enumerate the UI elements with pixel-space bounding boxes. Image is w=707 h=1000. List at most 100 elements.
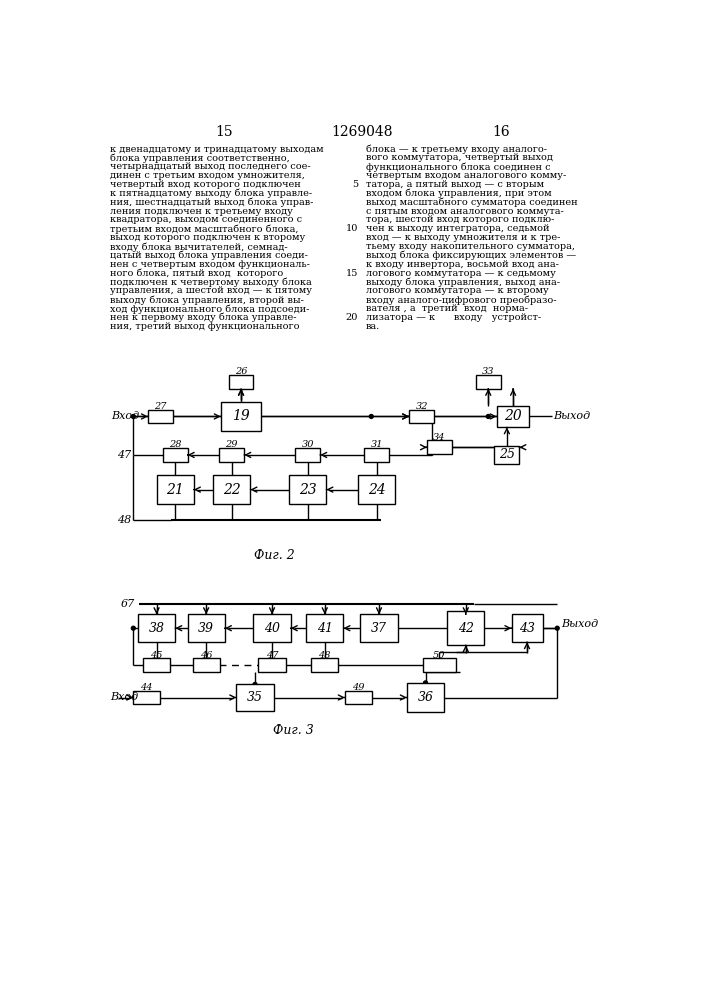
Text: нен с четвертым входом функциональ-: нен с четвертым входом функциональ- (110, 260, 310, 269)
Text: 67: 67 (121, 599, 135, 609)
Bar (219, 448, 244, 462)
Text: 37: 37 (371, 622, 387, 635)
Bar (476, 375, 501, 389)
Bar (344, 691, 372, 704)
Text: 38: 38 (148, 622, 165, 635)
Text: ния, третий выход функционального: ния, третий выход функционального (110, 322, 300, 331)
Bar (187, 614, 225, 642)
Text: входу блока вычитателей, семнад-: входу блока вычитателей, семнад- (110, 242, 288, 252)
Text: Выход: Выход (554, 411, 590, 421)
Text: 23: 23 (299, 483, 317, 497)
Bar (228, 375, 253, 389)
Circle shape (375, 453, 379, 457)
Text: 50: 50 (433, 651, 445, 660)
Text: ход функционального блока подсоеди-: ход функционального блока подсоеди- (110, 304, 310, 314)
Circle shape (230, 453, 234, 457)
Text: входу аналого-цифрового преобразо-: входу аналого-цифрового преобразо- (366, 295, 556, 305)
Bar (138, 614, 175, 642)
Text: выход которого подключен к второму: выход которого подключен к второму (110, 233, 305, 242)
Bar (236, 684, 274, 711)
Text: 19: 19 (232, 409, 250, 423)
Text: вого коммутатора, четвертый выход: вого коммутатора, четвертый выход (366, 153, 553, 162)
Text: 42: 42 (458, 622, 474, 635)
Bar (221, 402, 261, 431)
Text: логового коммутатора — к второму: логового коммутатора — к второму (366, 286, 549, 295)
Text: входом блока управления, при этом: входом блока управления, при этом (366, 189, 551, 198)
Text: Выход: Выход (561, 619, 598, 629)
Circle shape (369, 415, 373, 418)
Bar (512, 614, 542, 642)
Text: 29: 29 (226, 440, 238, 449)
Bar (289, 475, 327, 504)
Text: 48: 48 (117, 515, 132, 525)
Bar (361, 614, 397, 642)
Bar (364, 448, 389, 462)
Text: логового коммутатора — к седьмому: логового коммутатора — к седьмому (366, 269, 556, 278)
Bar (156, 475, 194, 504)
Bar (358, 475, 395, 504)
Circle shape (253, 682, 257, 686)
Text: с пятым входом аналогового коммута-: с пятым входом аналогового коммута- (366, 207, 563, 216)
Text: 24: 24 (368, 483, 385, 497)
Circle shape (132, 415, 135, 418)
Bar (448, 611, 484, 645)
Bar (494, 446, 519, 464)
Bar (296, 448, 320, 462)
Text: выход масштабного сумматора соединен: выход масштабного сумматора соединен (366, 198, 578, 207)
Circle shape (430, 415, 433, 418)
Bar (259, 658, 286, 672)
Text: к двенадцатому и тринадцатому выходам: к двенадцатому и тринадцатому выходам (110, 145, 324, 154)
Text: ния, шестнадцатый выход блока управ-: ния, шестнадцатый выход блока управ- (110, 198, 313, 207)
Circle shape (423, 681, 428, 685)
Circle shape (438, 663, 441, 667)
Bar (192, 658, 220, 672)
Text: управления, а шестой вход — к пятому: управления, а шестой вход — к пятому (110, 286, 312, 295)
Text: 45: 45 (151, 651, 163, 660)
Text: 44: 44 (140, 683, 153, 692)
Text: 16: 16 (493, 125, 510, 139)
Text: цатый выход блока управления соеди-: цатый выход блока управления соеди- (110, 251, 308, 260)
Text: 34: 34 (433, 433, 445, 442)
Text: 10: 10 (346, 224, 358, 233)
Text: к пятнадцатому выходу блока управле-: к пятнадцатому выходу блока управле- (110, 189, 312, 198)
Text: 25: 25 (499, 448, 515, 461)
Text: выходу блока управления, второй вы-: выходу блока управления, второй вы- (110, 295, 304, 305)
Text: тора, шестой вход которого подклю-: тора, шестой вход которого подклю- (366, 215, 554, 224)
Circle shape (486, 415, 490, 418)
Bar (497, 406, 530, 427)
Text: к входу инвертора, восьмой вход ана-: к входу инвертора, восьмой вход ана- (366, 260, 559, 269)
Text: четвертый вход которого подключен: четвертый вход которого подключен (110, 180, 300, 189)
Text: Фиг. 2: Фиг. 2 (254, 549, 295, 562)
Text: 39: 39 (198, 622, 214, 635)
Bar (143, 658, 170, 672)
Text: 20: 20 (504, 409, 522, 423)
Text: 40: 40 (264, 622, 280, 635)
Text: 43: 43 (519, 622, 535, 635)
Text: 47: 47 (266, 651, 279, 660)
Bar (311, 658, 339, 672)
Bar (423, 658, 456, 672)
Text: 20: 20 (346, 313, 358, 322)
Text: тьему входу накопительного сумматора,: тьему входу накопительного сумматора, (366, 242, 575, 251)
Circle shape (555, 626, 559, 630)
Text: 31: 31 (370, 440, 383, 449)
Circle shape (173, 453, 177, 457)
Circle shape (132, 626, 135, 630)
Text: вход — к выходу умножителя и к тре-: вход — к выходу умножителя и к тре- (366, 233, 560, 242)
Text: нен к первому входу блока управле-: нен к первому входу блока управле- (110, 313, 296, 322)
Text: 15: 15 (346, 269, 358, 278)
Text: выходу блока управления, выход ана-: выходу блока управления, выход ана- (366, 277, 560, 287)
Text: динен с третьим входом умножителя,: динен с третьим входом умножителя, (110, 171, 305, 180)
Circle shape (204, 663, 208, 667)
Text: 26: 26 (235, 367, 247, 376)
Text: Фиг. 3: Фиг. 3 (274, 724, 314, 737)
Text: чен к выходу интегратора, седьмой: чен к выходу интегратора, седьмой (366, 224, 549, 233)
Text: квадратора, выходом соединенного с: квадратора, выходом соединенного с (110, 215, 302, 224)
Text: 5: 5 (352, 180, 358, 189)
Text: Вход: Вход (112, 411, 140, 421)
Bar (427, 440, 452, 454)
Text: выход блока фиксирующих элементов —: выход блока фиксирующих элементов — (366, 251, 576, 260)
Circle shape (239, 415, 243, 418)
Text: 46: 46 (200, 651, 212, 660)
Circle shape (305, 453, 310, 457)
